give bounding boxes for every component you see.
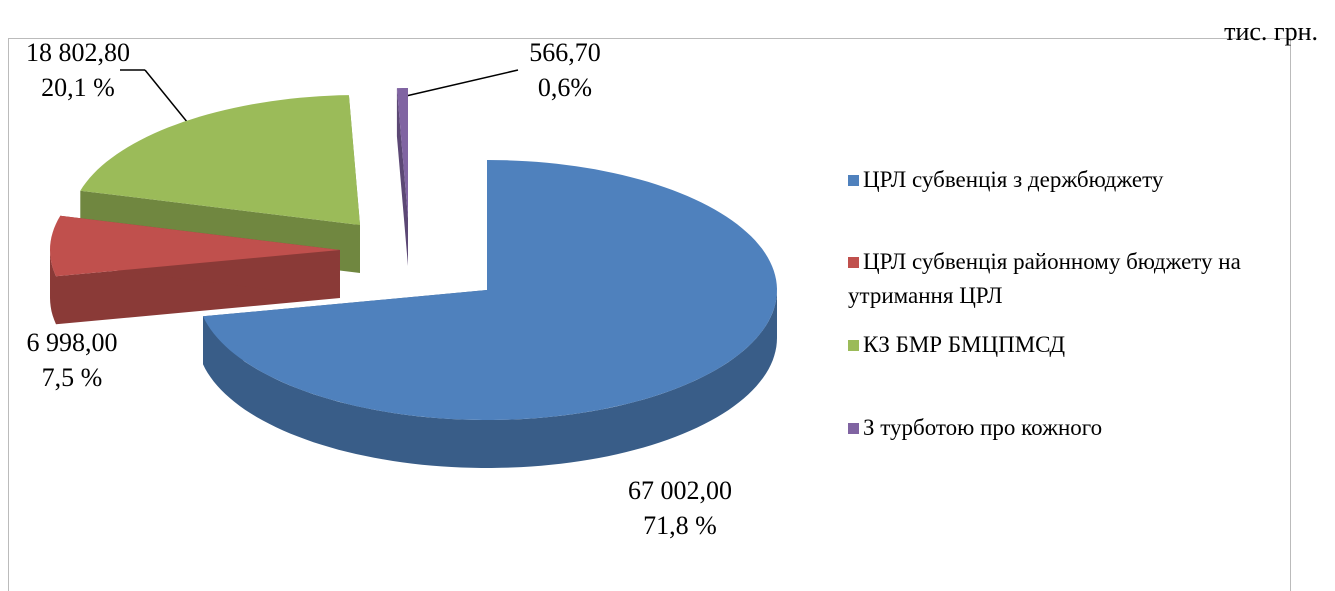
percent-label: 0,6%	[538, 73, 592, 102]
legend-item: З турботою про кожного	[848, 411, 1278, 445]
slice-top	[396, 88, 408, 218]
legend-item: ЦРЛ субвенція районному бюджету на утрим…	[848, 245, 1278, 313]
unit-label: тис. грн.	[1224, 17, 1318, 46]
slice-side	[396, 88, 408, 266]
pie-slice	[203, 160, 777, 468]
leader-line	[144, 69, 193, 129]
legend-swatch	[848, 423, 859, 434]
leader-line	[405, 69, 519, 97]
legend-label: КЗ БМР БМЦПМСД	[863, 332, 1066, 357]
value-label: 67 002,00	[628, 476, 732, 505]
percent-label: 20,1 %	[41, 73, 115, 102]
value-label: 18 802,80	[26, 38, 130, 67]
pie-slice	[396, 88, 408, 266]
legend-label: З турботою про кожного	[863, 415, 1103, 440]
pie-slice	[50, 215, 341, 325]
percent-label: 71,8 %	[643, 511, 717, 540]
legend-label: ЦРЛ субвенція з держбюджету	[863, 167, 1164, 192]
slice-wall	[50, 250, 56, 325]
legend-swatch	[848, 175, 859, 186]
slice-wall	[203, 290, 777, 468]
legend-swatch	[848, 340, 859, 351]
value-label: 566,70	[529, 38, 601, 67]
legend-label: ЦРЛ субвенція районному бюджету на утрим…	[848, 249, 1241, 308]
percent-label: 7,5 %	[42, 363, 103, 392]
slice-top	[80, 95, 361, 225]
value-label: 6 998,00	[27, 328, 118, 357]
legend-item: КЗ БМР БМЦПМСД	[848, 328, 1278, 362]
slice-top	[50, 215, 340, 277]
legend-swatch	[848, 257, 859, 268]
legend-item: ЦРЛ субвенція з держбюджету	[848, 163, 1278, 197]
slice-top	[203, 160, 777, 420]
chart-frame	[8, 38, 1291, 591]
